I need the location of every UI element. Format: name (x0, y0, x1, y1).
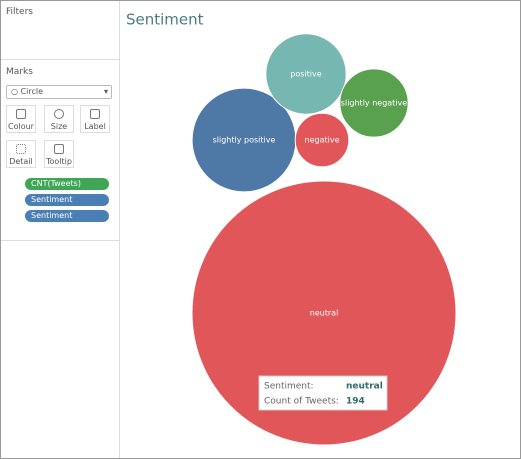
pill[interactable]: Sentiment (25, 194, 109, 206)
tooltip-key: Count of Tweets: (264, 397, 339, 407)
mark-type-dropdown[interactable]: ○ Circle ▾ (6, 85, 112, 99)
tooltip-value: 194 (346, 397, 365, 407)
bubble-label: slightly positive (213, 136, 276, 145)
pill[interactable]: Sentiment (25, 210, 109, 222)
pill[interactable]: CNT(Tweets) (25, 178, 109, 190)
bubble-label: negative (305, 136, 340, 145)
marks-title: Marks (6, 67, 33, 77)
bubble (339, 68, 409, 138)
detail-button[interactable]: Detail (6, 140, 36, 168)
tooltip-value: neutral (346, 382, 383, 392)
tooltip-button[interactable]: Tooltip (44, 140, 74, 168)
button-label: Label (84, 122, 106, 131)
label-button[interactable]: Label (80, 105, 110, 133)
chart-title: Sentiment (126, 11, 204, 29)
button-label: Detail (9, 157, 33, 166)
button-label: Tooltip (46, 157, 72, 166)
bubble (265, 33, 347, 115)
sidebar: Filters Marks ○ Circle ▾ Colour Size Labe… (1, 1, 120, 458)
filters-title: Filters (6, 7, 33, 17)
tooltip-key: Sentiment: (264, 382, 314, 392)
colour-button[interactable]: Colour (6, 105, 36, 133)
bubble (294, 112, 350, 168)
button-label: Size (50, 122, 68, 131)
chart: Sentiment neutral slightly positive positi… (126, 11, 457, 446)
mark-type: Circle (20, 87, 43, 96)
bubble-label: positive (290, 70, 321, 79)
bubble-label: slightly negative (341, 99, 407, 108)
bubble (191, 180, 457, 446)
size-button[interactable]: Size (44, 105, 74, 133)
tooltip (258, 375, 388, 411)
button-label: Colour (8, 122, 34, 131)
marks-card (1, 59, 119, 241)
bubble-label: neutral (310, 309, 339, 318)
